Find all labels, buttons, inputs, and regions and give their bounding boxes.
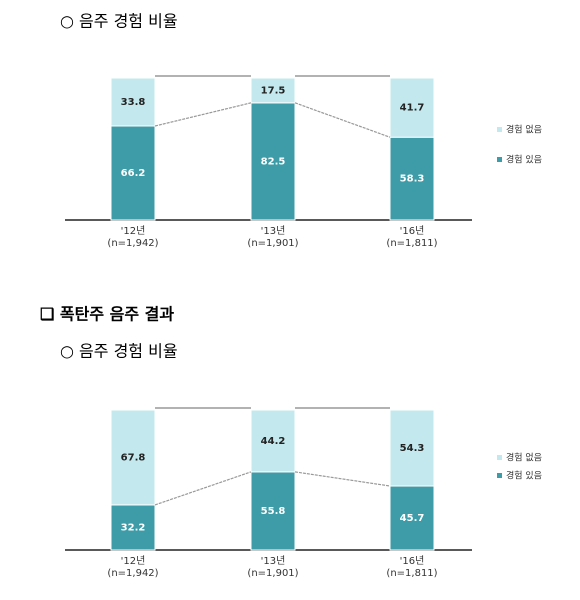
bar-segment: [250, 471, 296, 551]
bar-segment: [250, 409, 296, 473]
bar-segment: [389, 77, 435, 138]
data-label: 66.2: [121, 168, 146, 179]
bar-segment: [110, 504, 156, 551]
bar-segment: [110, 77, 156, 127]
data-label: 55.8: [261, 506, 286, 517]
x-tick-label: '13년: [261, 225, 286, 237]
legend-label: 경험 없음: [506, 452, 542, 464]
data-label: 41.7: [400, 103, 425, 114]
x-tick-label: '12년: [121, 555, 146, 567]
legend-swatch: [497, 157, 502, 162]
section-heading: ❑ 폭탄주 음주 결과: [40, 305, 174, 324]
legend-swatch: [497, 127, 502, 132]
legend-swatch: [497, 473, 502, 478]
bar-segment: [110, 125, 156, 221]
data-label: 58.3: [400, 174, 425, 185]
divider-connector: [294, 471, 391, 487]
legend-label: 경험 없음: [506, 124, 542, 136]
divider-connector: [154, 471, 252, 506]
legend-label: 경험 있음: [506, 470, 542, 482]
data-label: 44.2: [261, 436, 286, 447]
data-label: 45.7: [400, 513, 425, 524]
bar-segment: [389, 136, 435, 221]
data-label: 32.2: [121, 522, 146, 533]
sample-size: (n=1,942): [107, 568, 158, 579]
sample-size: (n=1,942): [107, 238, 158, 249]
data-label: 54.3: [400, 443, 425, 454]
divider-connector: [154, 102, 252, 127]
legend-label: 경험 있음: [506, 154, 542, 166]
x-tick-label: '13년: [261, 555, 286, 567]
data-label: 33.8: [121, 97, 146, 108]
sample-size: (n=1,901): [247, 568, 298, 579]
bar-segment: [389, 409, 435, 487]
chart-title: ○ 음주 경험 비율: [60, 12, 178, 31]
bar-segment: [110, 409, 156, 506]
chart-title: ○ 음주 경험 비율: [60, 342, 178, 361]
sample-size: (n=1,901): [247, 238, 298, 249]
data-label: 17.5: [261, 85, 286, 96]
x-tick-label: '16년: [400, 225, 425, 237]
x-tick-label: '12년: [121, 225, 146, 237]
data-label: 82.5: [261, 156, 286, 167]
bar-segment: [250, 77, 296, 104]
legend-swatch: [497, 455, 502, 460]
sample-size: (n=1,811): [386, 568, 437, 579]
divider-connector: [294, 102, 391, 138]
x-tick-label: '16년: [400, 555, 425, 567]
sample-size: (n=1,811): [386, 238, 437, 249]
bar-segment: [389, 485, 435, 551]
data-label: 67.8: [121, 452, 146, 463]
